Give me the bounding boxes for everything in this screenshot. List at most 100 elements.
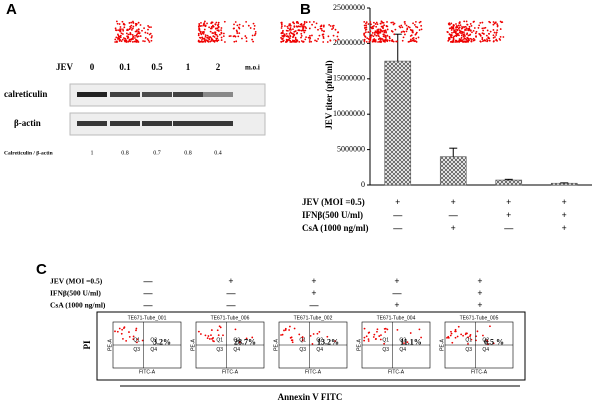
- event-dot: [463, 26, 466, 29]
- event-dot: [379, 30, 382, 32]
- event-dot: [135, 23, 138, 25]
- event-dot: [492, 29, 495, 31]
- event-dot: [197, 25, 200, 28]
- event-dot: [458, 22, 461, 24]
- event-dot: [419, 20, 422, 23]
- ratio-value: 0.8: [184, 150, 192, 156]
- event-dot: [253, 34, 256, 37]
- condition-mark: —: [503, 223, 514, 233]
- event-dot: [220, 29, 222, 32]
- event-dot: [126, 28, 129, 31]
- event-dot: [220, 32, 223, 35]
- event-dot: [467, 34, 470, 37]
- moi-label: 0.5: [151, 62, 163, 72]
- event-dot: [151, 35, 153, 37]
- event-dot: [308, 39, 311, 41]
- event-dot: [322, 35, 325, 38]
- event-dot: [411, 30, 414, 33]
- bar: [550, 182, 578, 186]
- ratio-value: 0.4: [214, 150, 222, 156]
- event-dot: [208, 38, 211, 41]
- event-dot: [322, 25, 325, 28]
- event-dot: [476, 330, 479, 333]
- event-dot: [404, 33, 406, 36]
- event-dot: [369, 21, 372, 23]
- event-dot: [123, 26, 126, 29]
- event-dot: [282, 34, 285, 37]
- event-dot: [144, 31, 147, 34]
- percent-label: 3.2%: [153, 338, 171, 347]
- event-dot: [412, 36, 415, 39]
- panel-letter: A: [6, 1, 17, 18]
- event-dot: [118, 327, 121, 330]
- event-dot: [303, 31, 306, 34]
- event-dot: [495, 34, 498, 36]
- event-dot: [459, 39, 462, 42]
- event-dot: [120, 40, 123, 43]
- event-dot: [448, 38, 451, 41]
- frame: [96, 311, 526, 381]
- event-dot: [114, 27, 117, 30]
- event-dot: [133, 40, 136, 43]
- event-dot: [120, 332, 123, 335]
- event-dot: [297, 29, 300, 32]
- event-dot: [413, 24, 416, 26]
- event-dot: [469, 23, 472, 25]
- event-dot: [363, 336, 366, 339]
- event-dot: [375, 25, 378, 28]
- event-dot: [499, 20, 502, 23]
- event-dot: [208, 26, 211, 29]
- event-dot: [486, 340, 489, 343]
- event-dot: [125, 32, 128, 35]
- event-dot: [128, 335, 131, 338]
- event-dot: [308, 27, 311, 30]
- event-dot: [124, 40, 127, 43]
- event-dot: [218, 325, 221, 328]
- event-dot: [331, 28, 333, 31]
- condition-mark: —: [309, 300, 320, 310]
- event-dot: [365, 22, 367, 25]
- event-dot: [486, 39, 489, 42]
- event-dot: [220, 27, 223, 29]
- event-dot: [207, 335, 210, 337]
- event-dot: [127, 35, 129, 38]
- event-dot: [114, 330, 116, 333]
- event-dot: [294, 36, 297, 39]
- event-dot: [141, 339, 144, 342]
- event-dot: [365, 24, 368, 27]
- event-dot: [211, 337, 214, 340]
- event-dot: [451, 31, 453, 34]
- event-dot: [130, 29, 133, 31]
- event-dot: [200, 25, 203, 27]
- event-dot: [217, 334, 220, 337]
- event-dot: [495, 32, 498, 34]
- event-dot: [295, 40, 298, 43]
- event-dot: [452, 39, 455, 42]
- event-dot: [305, 21, 308, 24]
- event-dot: [131, 41, 134, 43]
- event-dot: [388, 39, 391, 42]
- event-dot: [367, 23, 370, 25]
- event-dot: [292, 28, 294, 31]
- event-dot: [377, 28, 380, 31]
- event-dot: [363, 21, 366, 23]
- event-dot: [386, 34, 389, 37]
- event-dot: [294, 38, 297, 41]
- event-dot: [199, 37, 202, 39]
- quadrant-label: Q2: [482, 338, 489, 344]
- event-dot: [400, 24, 403, 27]
- event-dot: [206, 36, 209, 39]
- event-dot: [209, 30, 212, 33]
- event-dot: [216, 27, 219, 30]
- ratio-value: 0.8: [121, 150, 129, 156]
- event-dot: [474, 32, 477, 35]
- plot-y-axis: PE-A: [273, 339, 279, 351]
- event-dot: [314, 39, 317, 42]
- event-dot: [117, 29, 120, 32]
- event-dot: [456, 34, 459, 36]
- event-dot: [488, 20, 491, 23]
- event-dot: [455, 23, 457, 25]
- event-dot: [470, 24, 473, 27]
- event-dot: [119, 35, 121, 38]
- event-dot: [233, 35, 236, 37]
